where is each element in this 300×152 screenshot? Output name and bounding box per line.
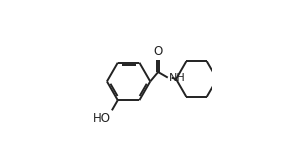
- Text: HO: HO: [93, 112, 111, 125]
- Text: O: O: [154, 45, 163, 58]
- Text: NH: NH: [169, 73, 185, 83]
